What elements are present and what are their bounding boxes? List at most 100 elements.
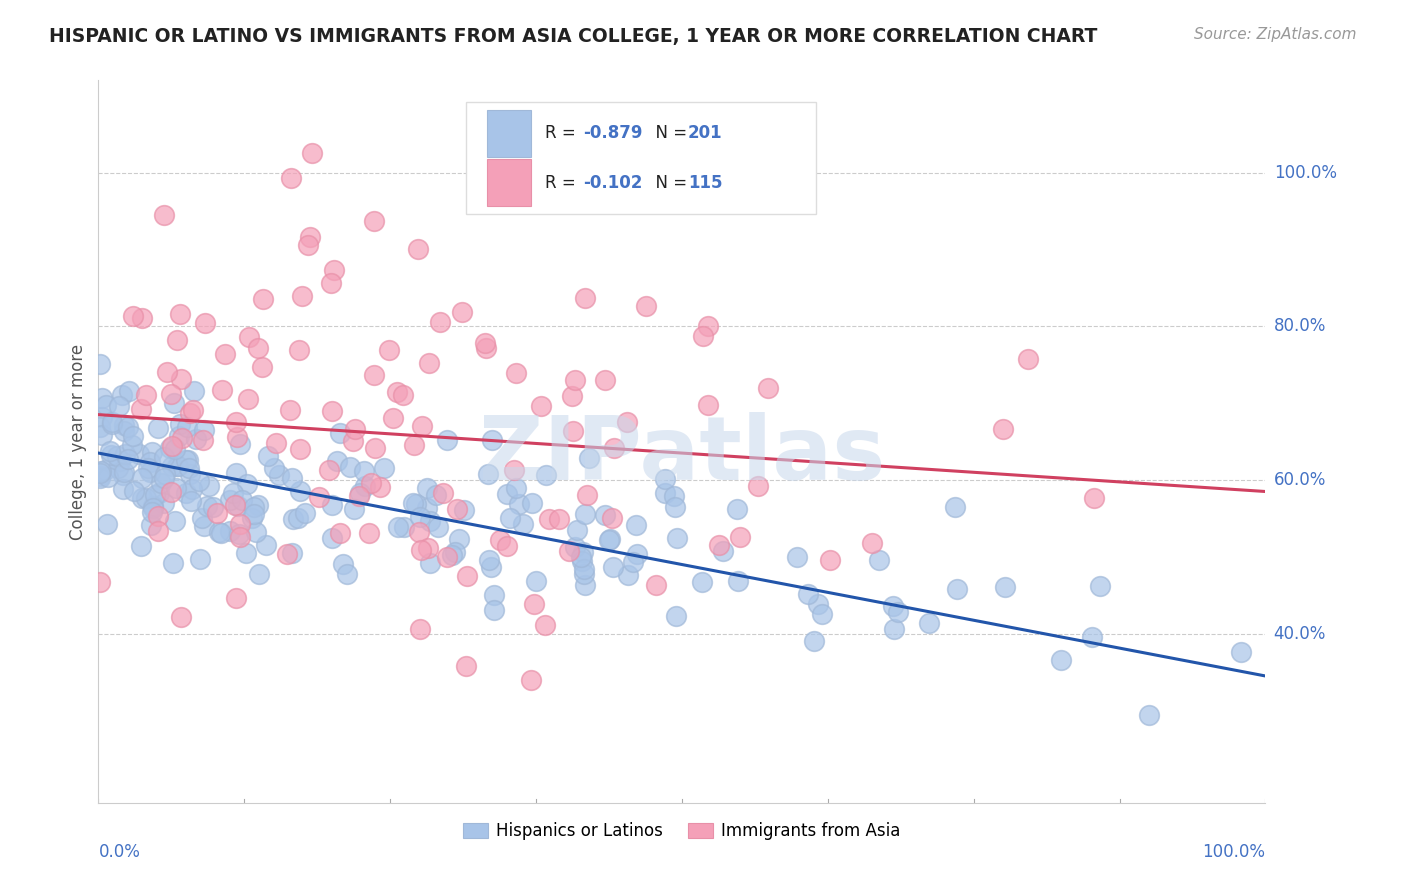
Point (602, 560, 624, 574)
Point (166, 333, 188, 347)
Point (105, 450, 128, 464)
Point (166, 458, 188, 473)
Point (280, 403, 302, 417)
Point (426, 520, 449, 534)
Point (569, 549, 592, 564)
Point (294, 507, 316, 521)
Point (114, 447, 136, 461)
Point (662, 489, 685, 503)
Point (664, 500, 686, 515)
Point (290, 484, 312, 499)
Point (101, 417, 124, 431)
Point (508, 497, 530, 511)
Text: R =: R = (546, 124, 581, 143)
Point (222, 486, 245, 500)
Point (807, 597, 830, 611)
Point (409, 622, 432, 636)
Point (654, 485, 676, 500)
Point (226, 499, 249, 513)
Point (191, 434, 214, 448)
Point (243, 500, 266, 515)
Point (524, 574, 547, 588)
Text: ZIPatlas: ZIPatlas (479, 412, 884, 500)
Point (436, 433, 458, 447)
Point (533, 617, 555, 632)
Point (665, 531, 688, 545)
Point (868, 553, 890, 567)
Point (225, 466, 247, 480)
Point (512, 517, 534, 532)
Point (191, 511, 214, 525)
Point (810, 607, 832, 621)
Text: Source: ZipAtlas.com: Source: ZipAtlas.com (1194, 27, 1357, 42)
Point (139, 455, 162, 469)
Point (142, 500, 165, 515)
Point (229, 516, 252, 531)
Point (572, 562, 595, 576)
Text: 80.0%: 80.0% (1274, 318, 1326, 335)
Point (201, 500, 224, 515)
Point (91, 391, 114, 405)
Point (159, 442, 181, 456)
Point (318, 463, 340, 477)
Point (141, 445, 163, 459)
Point (603, 441, 626, 455)
Point (368, 480, 391, 494)
Point (321, 404, 343, 418)
Point (89, 357, 111, 371)
Point (342, 434, 364, 448)
Point (166, 458, 188, 473)
Point (112, 465, 135, 479)
Point (281, 546, 304, 560)
Point (160, 387, 183, 401)
Point (89, 471, 111, 485)
Point (408, 525, 430, 540)
Point (122, 309, 145, 323)
Point (131, 310, 153, 325)
Point (89, 574, 111, 589)
Point (692, 329, 714, 343)
Point (323, 262, 346, 277)
Point (156, 366, 179, 380)
Point (1017, 352, 1039, 367)
Point (727, 574, 749, 588)
Point (111, 483, 134, 497)
Point (194, 316, 217, 330)
Point (1229, 645, 1251, 659)
Point (170, 609, 193, 624)
Point (711, 544, 734, 558)
Point (89, 420, 111, 434)
Point (169, 371, 191, 385)
Text: -0.102: -0.102 (582, 174, 643, 192)
Point (240, 510, 263, 524)
Text: 60.0%: 60.0% (1274, 471, 1326, 489)
Point (208, 524, 231, 539)
Point (598, 533, 620, 547)
Point (176, 420, 198, 434)
FancyBboxPatch shape (486, 159, 531, 206)
Point (336, 567, 359, 582)
Point (136, 461, 159, 475)
Point (364, 441, 387, 455)
Point (593, 373, 616, 387)
Text: 115: 115 (688, 174, 723, 192)
Point (522, 597, 544, 611)
Point (571, 554, 593, 568)
Point (654, 472, 676, 486)
Point (226, 430, 249, 444)
Point (697, 318, 720, 333)
Point (474, 335, 496, 350)
Point (354, 479, 377, 493)
Point (108, 454, 131, 468)
Point (416, 541, 439, 556)
Point (489, 533, 512, 548)
Point (287, 511, 309, 525)
Point (236, 392, 259, 407)
Point (108, 400, 131, 414)
Point (1080, 630, 1102, 644)
Point (1137, 707, 1160, 722)
Point (599, 533, 621, 547)
Point (444, 545, 467, 559)
Point (665, 608, 688, 623)
Point (165, 514, 187, 528)
